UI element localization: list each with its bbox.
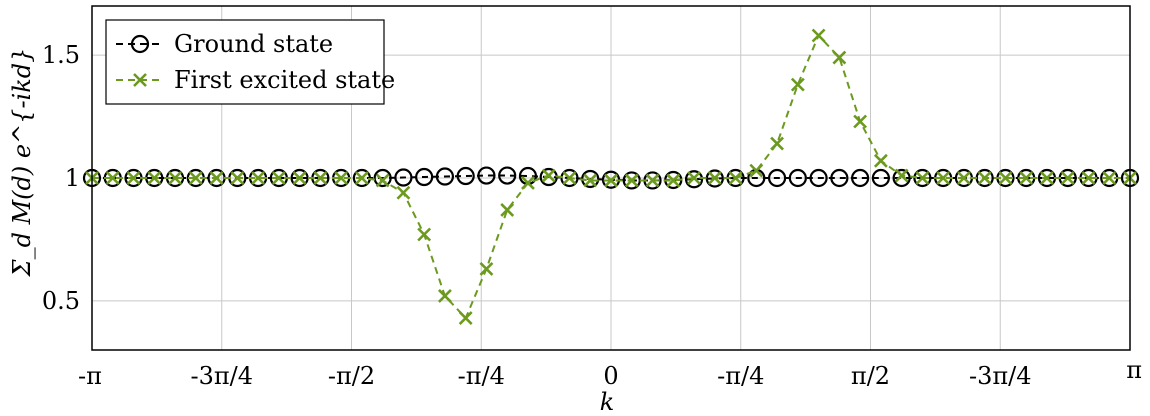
data-point [415, 167, 434, 187]
data-point [500, 203, 515, 217]
data-point [830, 168, 849, 188]
data-point [435, 167, 455, 186]
series-line [92, 33, 1130, 320]
data-point [313, 171, 328, 185]
x-tick-label: -π/4 [717, 362, 764, 390]
data-point [292, 171, 307, 185]
x-tick-label: -π [78, 362, 102, 390]
data-point [853, 114, 868, 129]
data-point [105, 171, 120, 185]
data-point [456, 166, 475, 186]
data-point [832, 50, 847, 65]
data-point [188, 171, 203, 185]
data-point [705, 169, 724, 188]
tick-labels: -π -3π/4 -π/2 -π/4 0 -π/4 π/2 -3π/4 π 0.5 1 1.5 [42, 41, 1142, 390]
data-point [788, 168, 807, 188]
data-point [936, 171, 951, 185]
data-point [871, 168, 890, 188]
data-point [873, 153, 888, 168]
legend-entry: First excited state [116, 66, 395, 94]
data-point [957, 171, 971, 185]
data-point [394, 168, 413, 187]
data-point [624, 173, 639, 188]
data-point [458, 311, 473, 325]
data-point [521, 175, 535, 190]
data-point [126, 171, 141, 185]
data-point [684, 170, 704, 189]
data-point [645, 173, 660, 188]
data-point [604, 173, 618, 188]
data-point [998, 171, 1013, 185]
x-tick-label: 0 [603, 362, 618, 390]
y-axis-label: Σ_d M(d) e^{-ikd} [8, 48, 36, 278]
legend-label: Ground state [174, 30, 333, 58]
data-point [334, 171, 349, 185]
x-tick-label: π [1126, 356, 1142, 384]
data-point [230, 171, 245, 185]
data-point [770, 136, 784, 151]
data-point [811, 28, 826, 43]
data-point [562, 171, 577, 185]
data-point [892, 168, 911, 188]
data-point [707, 171, 722, 185]
legend-box [105, 19, 385, 105]
data-point [977, 171, 992, 185]
data-point [251, 171, 265, 185]
data-point [373, 168, 392, 188]
data-point [749, 163, 764, 178]
data-point [687, 171, 701, 185]
data-point [809, 168, 828, 188]
x-tick-label: -3π/4 [969, 362, 1032, 390]
data-point [396, 185, 411, 200]
data-point [438, 289, 452, 303]
data-point [1040, 171, 1054, 185]
data-point [375, 173, 390, 188]
data-point [790, 77, 805, 92]
data-point [479, 261, 494, 276]
data-point [498, 166, 517, 185]
data-point [209, 171, 224, 185]
y-tick-label: 1 [65, 164, 80, 192]
data-point [147, 171, 162, 185]
legend: Ground state First excited state [105, 19, 395, 105]
data-point [354, 171, 369, 185]
data-point [417, 227, 432, 242]
legend-entry: Ground state [116, 30, 333, 58]
data-point [767, 168, 787, 188]
data-point [133, 73, 147, 87]
legend-label: First excited state [174, 66, 395, 94]
data-point [728, 171, 743, 185]
data-point [915, 171, 930, 185]
data-point [583, 173, 598, 188]
data-point [666, 173, 681, 188]
series-first-excited-state [85, 28, 1137, 325]
x-tick-label: -π/4 [458, 362, 505, 390]
data-point [1102, 171, 1117, 185]
y-tick-label: 0.5 [42, 287, 80, 315]
x-tick-label: π/2 [851, 362, 890, 390]
data-point [1060, 171, 1075, 185]
x-axis-label: k [600, 388, 615, 416]
data-point [130, 34, 150, 54]
data-point [168, 171, 182, 185]
x-tick-label: -π/2 [328, 362, 375, 390]
data-point [1081, 171, 1096, 185]
plot-frame [91, 5, 1131, 351]
x-tick-label: -3π/4 [190, 362, 253, 390]
y-tick-label: 1.5 [42, 41, 80, 69]
data-point [851, 168, 870, 188]
data-point [271, 171, 286, 185]
data-point [894, 168, 909, 183]
data-point [1019, 171, 1034, 185]
data-point [477, 166, 496, 185]
data-point [541, 168, 556, 183]
series-layer [82, 28, 1140, 325]
data-point [290, 168, 309, 188]
